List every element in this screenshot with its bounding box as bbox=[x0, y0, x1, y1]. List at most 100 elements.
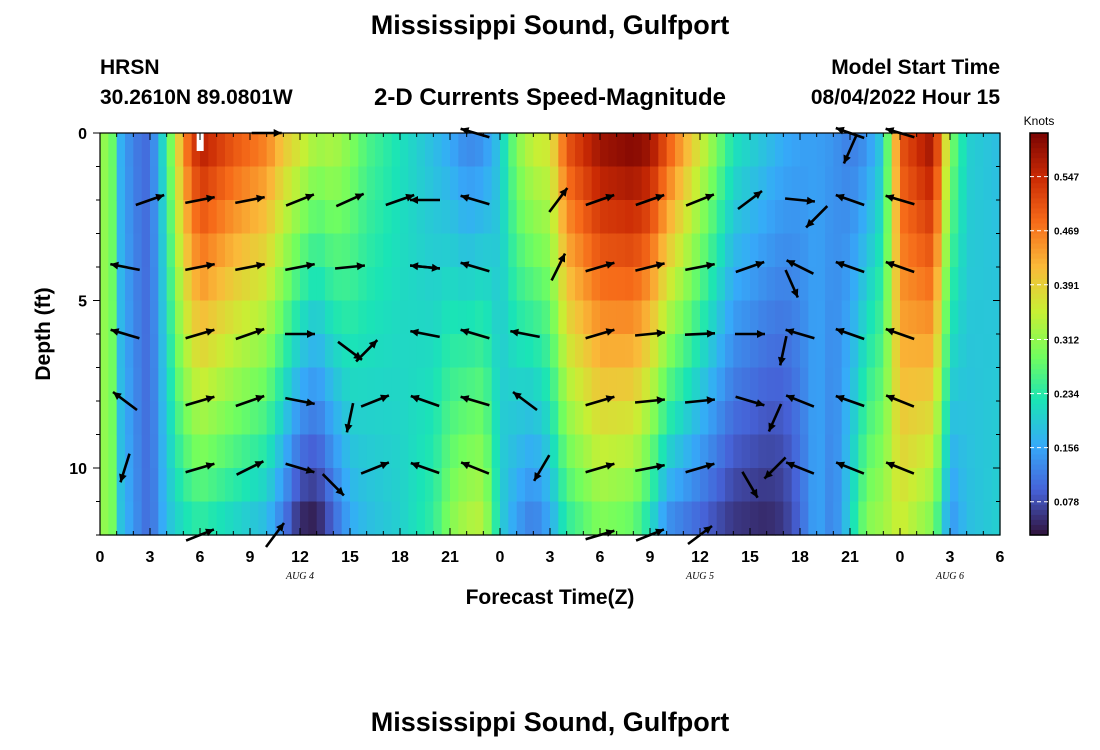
heatmap-cell bbox=[716, 434, 726, 469]
heatmap-cell bbox=[158, 267, 168, 302]
heatmap-cell bbox=[891, 200, 901, 235]
arrow-head bbox=[206, 261, 215, 270]
heatmap-cell bbox=[241, 133, 251, 168]
colorbar-segment bbox=[1030, 298, 1048, 305]
heatmap-cell bbox=[858, 267, 868, 302]
heatmap-cell bbox=[341, 300, 351, 335]
heatmap-cell bbox=[500, 300, 509, 335]
heatmap-cell bbox=[875, 468, 884, 503]
heatmap-cell bbox=[658, 166, 668, 201]
heatmap-cell bbox=[950, 233, 959, 268]
heatmap-cell bbox=[991, 200, 1001, 235]
heatmap-cell bbox=[475, 367, 484, 402]
heatmap-cell bbox=[925, 233, 934, 268]
heatmap-cell bbox=[550, 133, 559, 168]
heatmap-cell bbox=[958, 434, 968, 469]
heatmap-cell bbox=[450, 334, 459, 369]
heatmap-cell bbox=[191, 133, 201, 168]
heatmap-cell bbox=[750, 334, 759, 369]
heatmap-cell bbox=[616, 401, 626, 436]
heatmap-cell bbox=[358, 367, 368, 402]
heatmap-cell bbox=[533, 133, 543, 168]
heatmap-cell bbox=[858, 133, 868, 168]
heatmap-cell bbox=[116, 334, 126, 369]
heatmap-cell bbox=[533, 267, 543, 302]
heatmap-cell bbox=[583, 133, 593, 168]
heatmap-cell bbox=[200, 166, 209, 201]
heatmap-cell bbox=[216, 334, 226, 369]
arrow-head bbox=[835, 394, 845, 403]
heatmap-cell bbox=[908, 200, 918, 235]
heatmap-cell bbox=[133, 133, 143, 168]
heatmap-cell bbox=[616, 166, 626, 201]
colorbar-segment bbox=[1030, 409, 1048, 416]
heatmap-cell bbox=[375, 133, 384, 168]
heatmap-cell bbox=[433, 233, 443, 268]
heatmap-cell bbox=[333, 166, 343, 201]
heatmap-cell bbox=[908, 133, 918, 168]
heatmap-cell bbox=[308, 233, 318, 268]
heatmap-cell bbox=[291, 200, 301, 235]
heatmap-cell bbox=[225, 200, 234, 235]
heatmap-cell bbox=[733, 166, 743, 201]
heatmap-cell bbox=[558, 300, 568, 335]
heatmap-cell bbox=[208, 267, 218, 302]
heatmap-cell bbox=[333, 300, 343, 335]
heatmap-cell bbox=[475, 501, 484, 536]
heatmap-cell bbox=[483, 133, 493, 168]
heatmap-cell bbox=[141, 501, 151, 536]
heatmap-cell bbox=[366, 267, 376, 302]
heatmap-cell bbox=[675, 468, 684, 503]
heatmap-cell bbox=[491, 300, 501, 335]
heatmap-cell bbox=[400, 166, 409, 201]
arrow-head bbox=[205, 328, 215, 336]
heatmap-cell bbox=[791, 133, 801, 168]
current-arrow bbox=[805, 205, 829, 229]
heatmap-cell bbox=[166, 468, 176, 503]
heatmap-cell bbox=[775, 434, 784, 469]
heatmap-cell bbox=[508, 166, 518, 201]
heatmap-cell bbox=[916, 200, 926, 235]
heatmap-cell bbox=[691, 300, 701, 335]
heatmap-cell bbox=[908, 233, 918, 268]
x-tick-label: 18 bbox=[391, 549, 409, 566]
heatmap-cell bbox=[366, 233, 376, 268]
heatmap-cell bbox=[558, 166, 568, 201]
current-arrow bbox=[885, 127, 915, 139]
heatmap-cell bbox=[641, 468, 651, 503]
colorbar-segment bbox=[1030, 389, 1048, 395]
colorbar-segment bbox=[1030, 484, 1048, 491]
heatmap-cell bbox=[958, 300, 968, 335]
heatmap-cell bbox=[416, 501, 426, 536]
heatmap-cell bbox=[208, 233, 218, 268]
arrow-head bbox=[605, 193, 615, 202]
heatmap-cell bbox=[291, 133, 301, 168]
heatmap-cell bbox=[650, 501, 659, 536]
heatmap-cell bbox=[716, 233, 726, 268]
heatmap-cell bbox=[708, 501, 718, 536]
heatmap-cell bbox=[375, 401, 384, 436]
heatmap-cell bbox=[400, 267, 409, 302]
heatmap-cell bbox=[933, 334, 943, 369]
y-axis-label: Depth (ft) bbox=[32, 287, 55, 380]
heatmap-cell bbox=[375, 334, 384, 369]
heatmap-cell bbox=[633, 367, 643, 402]
heatmap-cell bbox=[975, 367, 984, 402]
heatmap-cell bbox=[591, 166, 601, 201]
heatmap-cell bbox=[966, 267, 976, 302]
heatmap-cell bbox=[841, 334, 851, 369]
heatmap-cell bbox=[916, 300, 926, 335]
colorbar-segment bbox=[1030, 328, 1048, 335]
heatmap-cell bbox=[775, 200, 784, 235]
heatmap-cell bbox=[966, 434, 976, 469]
heatmap-cell bbox=[108, 367, 118, 402]
heatmap-cell bbox=[391, 233, 401, 268]
heatmap-cell bbox=[833, 367, 843, 402]
heatmap-cell bbox=[925, 166, 934, 201]
current-arrow bbox=[585, 462, 615, 474]
heatmap-cell bbox=[300, 468, 309, 503]
heatmap-cell bbox=[325, 367, 334, 402]
heatmap-cell bbox=[325, 501, 334, 536]
colorbar-segment bbox=[1030, 168, 1048, 174]
